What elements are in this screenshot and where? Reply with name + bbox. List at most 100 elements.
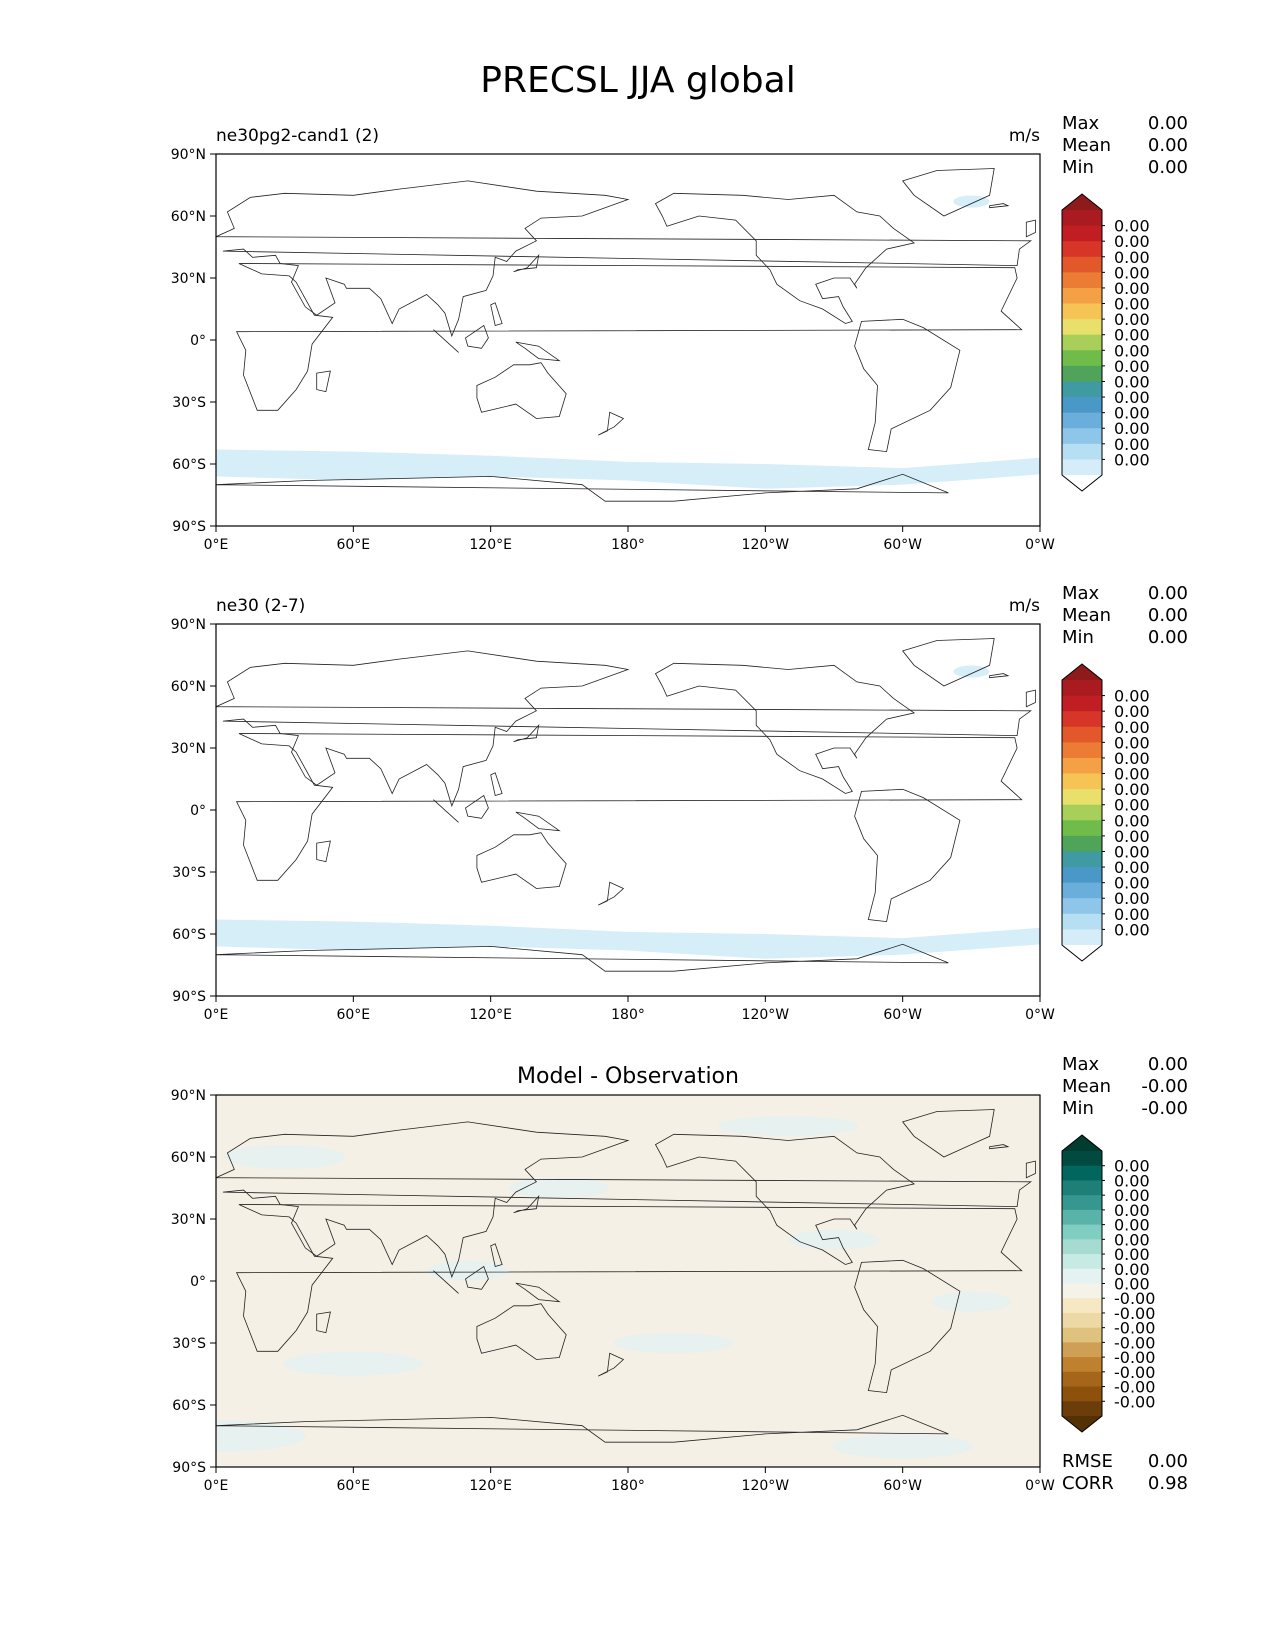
- stat-value: -0.00: [1141, 1076, 1188, 1097]
- stat-label: Min: [1062, 157, 1094, 178]
- colorbar-label: 0.00: [1114, 357, 1150, 376]
- lat-tick-label: 90°S: [172, 519, 206, 535]
- colorbar-outline: [1061, 663, 1103, 962]
- colorbar-segment: [1062, 695, 1102, 712]
- colorbar-segment: [1062, 1312, 1102, 1329]
- lon-tick-label: 0°W: [1025, 1007, 1055, 1023]
- coastline: [598, 881, 625, 906]
- colorbar-segment: [1062, 334, 1102, 351]
- lon-tick-label: 0°E: [204, 537, 229, 553]
- colorbar-segment: [1062, 1342, 1102, 1358]
- colorbar-label: 0.00: [1114, 279, 1150, 298]
- lon-tick-label: 60°W: [883, 537, 922, 553]
- lat-tick-label: 60°N: [171, 679, 206, 695]
- colorbar-segment: [1062, 1224, 1102, 1240]
- coastline: [1025, 219, 1036, 238]
- coastline: [476, 362, 567, 419]
- stat-value: 0.00: [1148, 157, 1188, 178]
- stat-value: 0.00: [1148, 605, 1188, 626]
- diff-patch: [224, 1145, 345, 1169]
- coastline: [654, 192, 916, 324]
- stat-value: 0.00: [1148, 1054, 1188, 1075]
- colorbar-extend-bottom: [1062, 475, 1102, 491]
- colorbar-outline: [1061, 193, 1103, 492]
- colorbar-label: 0.00: [1114, 1186, 1150, 1205]
- diff-patch: [832, 1434, 973, 1459]
- footer-stat-value: 0.98: [1148, 1473, 1188, 1494]
- lat-tick-label: 90°S: [172, 1460, 206, 1476]
- coastline: [316, 1311, 331, 1334]
- lon-tick-label: 60°E: [336, 1007, 370, 1023]
- footer-stat-value: 0.00: [1148, 1451, 1188, 1472]
- coastline: [235, 733, 1023, 881]
- colorbar-label: 0.00: [1114, 765, 1150, 784]
- coastline: [216, 473, 949, 526]
- field-background: [216, 1095, 1040, 1467]
- colorbar-label: 0.00: [1114, 811, 1150, 830]
- coastline: [216, 1414, 949, 1467]
- diff-patch: [931, 1291, 1012, 1312]
- colorbar-segment: [1062, 1357, 1102, 1373]
- stat-value: -0.00: [1141, 1098, 1188, 1119]
- colorbar-label: 0.00: [1114, 1275, 1150, 1294]
- lat-tick-label: 30°N: [171, 271, 206, 287]
- colorbar-label: 0.00: [1114, 718, 1150, 737]
- colorbar-segment: [1062, 1151, 1102, 1167]
- diff-patch: [789, 1229, 879, 1250]
- colorbar-label: 0.00: [1114, 702, 1150, 721]
- coastline: [216, 180, 1033, 338]
- colorbar-segment: [1062, 929, 1102, 946]
- lon-tick-label: 180°: [611, 1007, 645, 1023]
- coastline: [989, 203, 1010, 209]
- coastline: [1025, 689, 1036, 708]
- colorbar-label: -0.00: [1114, 1333, 1155, 1352]
- lat-tick-label: 60°S: [172, 927, 206, 943]
- colorbar-segment: [1062, 898, 1102, 915]
- colorbar-label: -0.00: [1114, 1363, 1155, 1382]
- lat-tick-label: 30°N: [171, 1212, 206, 1228]
- colorbar-label: 0.00: [1114, 248, 1150, 267]
- lon-tick-label: 120°W: [742, 1007, 790, 1023]
- lat-tick-label: 30°N: [171, 741, 206, 757]
- map-panel: 90°N 60°N 30°N 0° 30°S 60°S 90°S 0°E 60°E 120°E 18…: [171, 113, 1188, 553]
- colorbar-segment: [1062, 443, 1102, 460]
- colorbar-outline: [1061, 1134, 1103, 1433]
- lat-tick-label: 0°: [190, 1274, 206, 1290]
- colorbar-label: 0.00: [1114, 217, 1150, 236]
- coastline: [433, 799, 459, 823]
- coastlines: [216, 1109, 1036, 1467]
- map-panel: 90°N 60°N 30°N 0° 30°S 60°S 90°S 0°E 60°E 120°E 18…: [171, 1054, 1188, 1494]
- panel-left-title: ne30pg2-cand1 (2): [216, 126, 379, 146]
- colorbar-segment: [1062, 773, 1102, 790]
- colorbar-extend-top: [1062, 1135, 1102, 1151]
- colorbar-label: 0.00: [1114, 1216, 1150, 1235]
- colorbar-segment: [1062, 319, 1102, 336]
- coastline: [989, 673, 1010, 679]
- precip-band: [216, 449, 1040, 489]
- coastline: [476, 1303, 567, 1360]
- coastlines: [216, 168, 1036, 526]
- lon-tick-label: 120°E: [469, 537, 512, 553]
- coastline: [515, 341, 561, 362]
- lat-tick-label: 30°S: [172, 865, 206, 881]
- colorbar-segment: [1062, 225, 1102, 242]
- footer-stat-label: RMSE: [1062, 1451, 1113, 1472]
- lon-tick-label: 0°E: [204, 1007, 229, 1023]
- colorbar-segment: [1062, 882, 1102, 899]
- coastline: [598, 1352, 625, 1377]
- colorbar-label: 0.00: [1114, 263, 1150, 282]
- diff-patch: [427, 1260, 508, 1281]
- coastline: [902, 638, 995, 687]
- lat-tick-label: 60°S: [172, 1398, 206, 1414]
- precip-patch: [953, 195, 990, 208]
- colorbar-label: 0.00: [1114, 1245, 1150, 1264]
- colorbar-label: 0.00: [1114, 295, 1150, 314]
- footer-stat-label: CORR: [1062, 1473, 1114, 1494]
- colorbar-segment: [1062, 835, 1102, 852]
- stat-value: 0.00: [1148, 627, 1188, 648]
- lat-tick-label: 0°: [190, 333, 206, 349]
- colorbar-extend-top: [1062, 194, 1102, 210]
- colorbar-label: 0.00: [1114, 1230, 1150, 1249]
- diff-patch: [216, 1420, 306, 1452]
- panel-center-title: Model - Observation: [517, 1064, 739, 1089]
